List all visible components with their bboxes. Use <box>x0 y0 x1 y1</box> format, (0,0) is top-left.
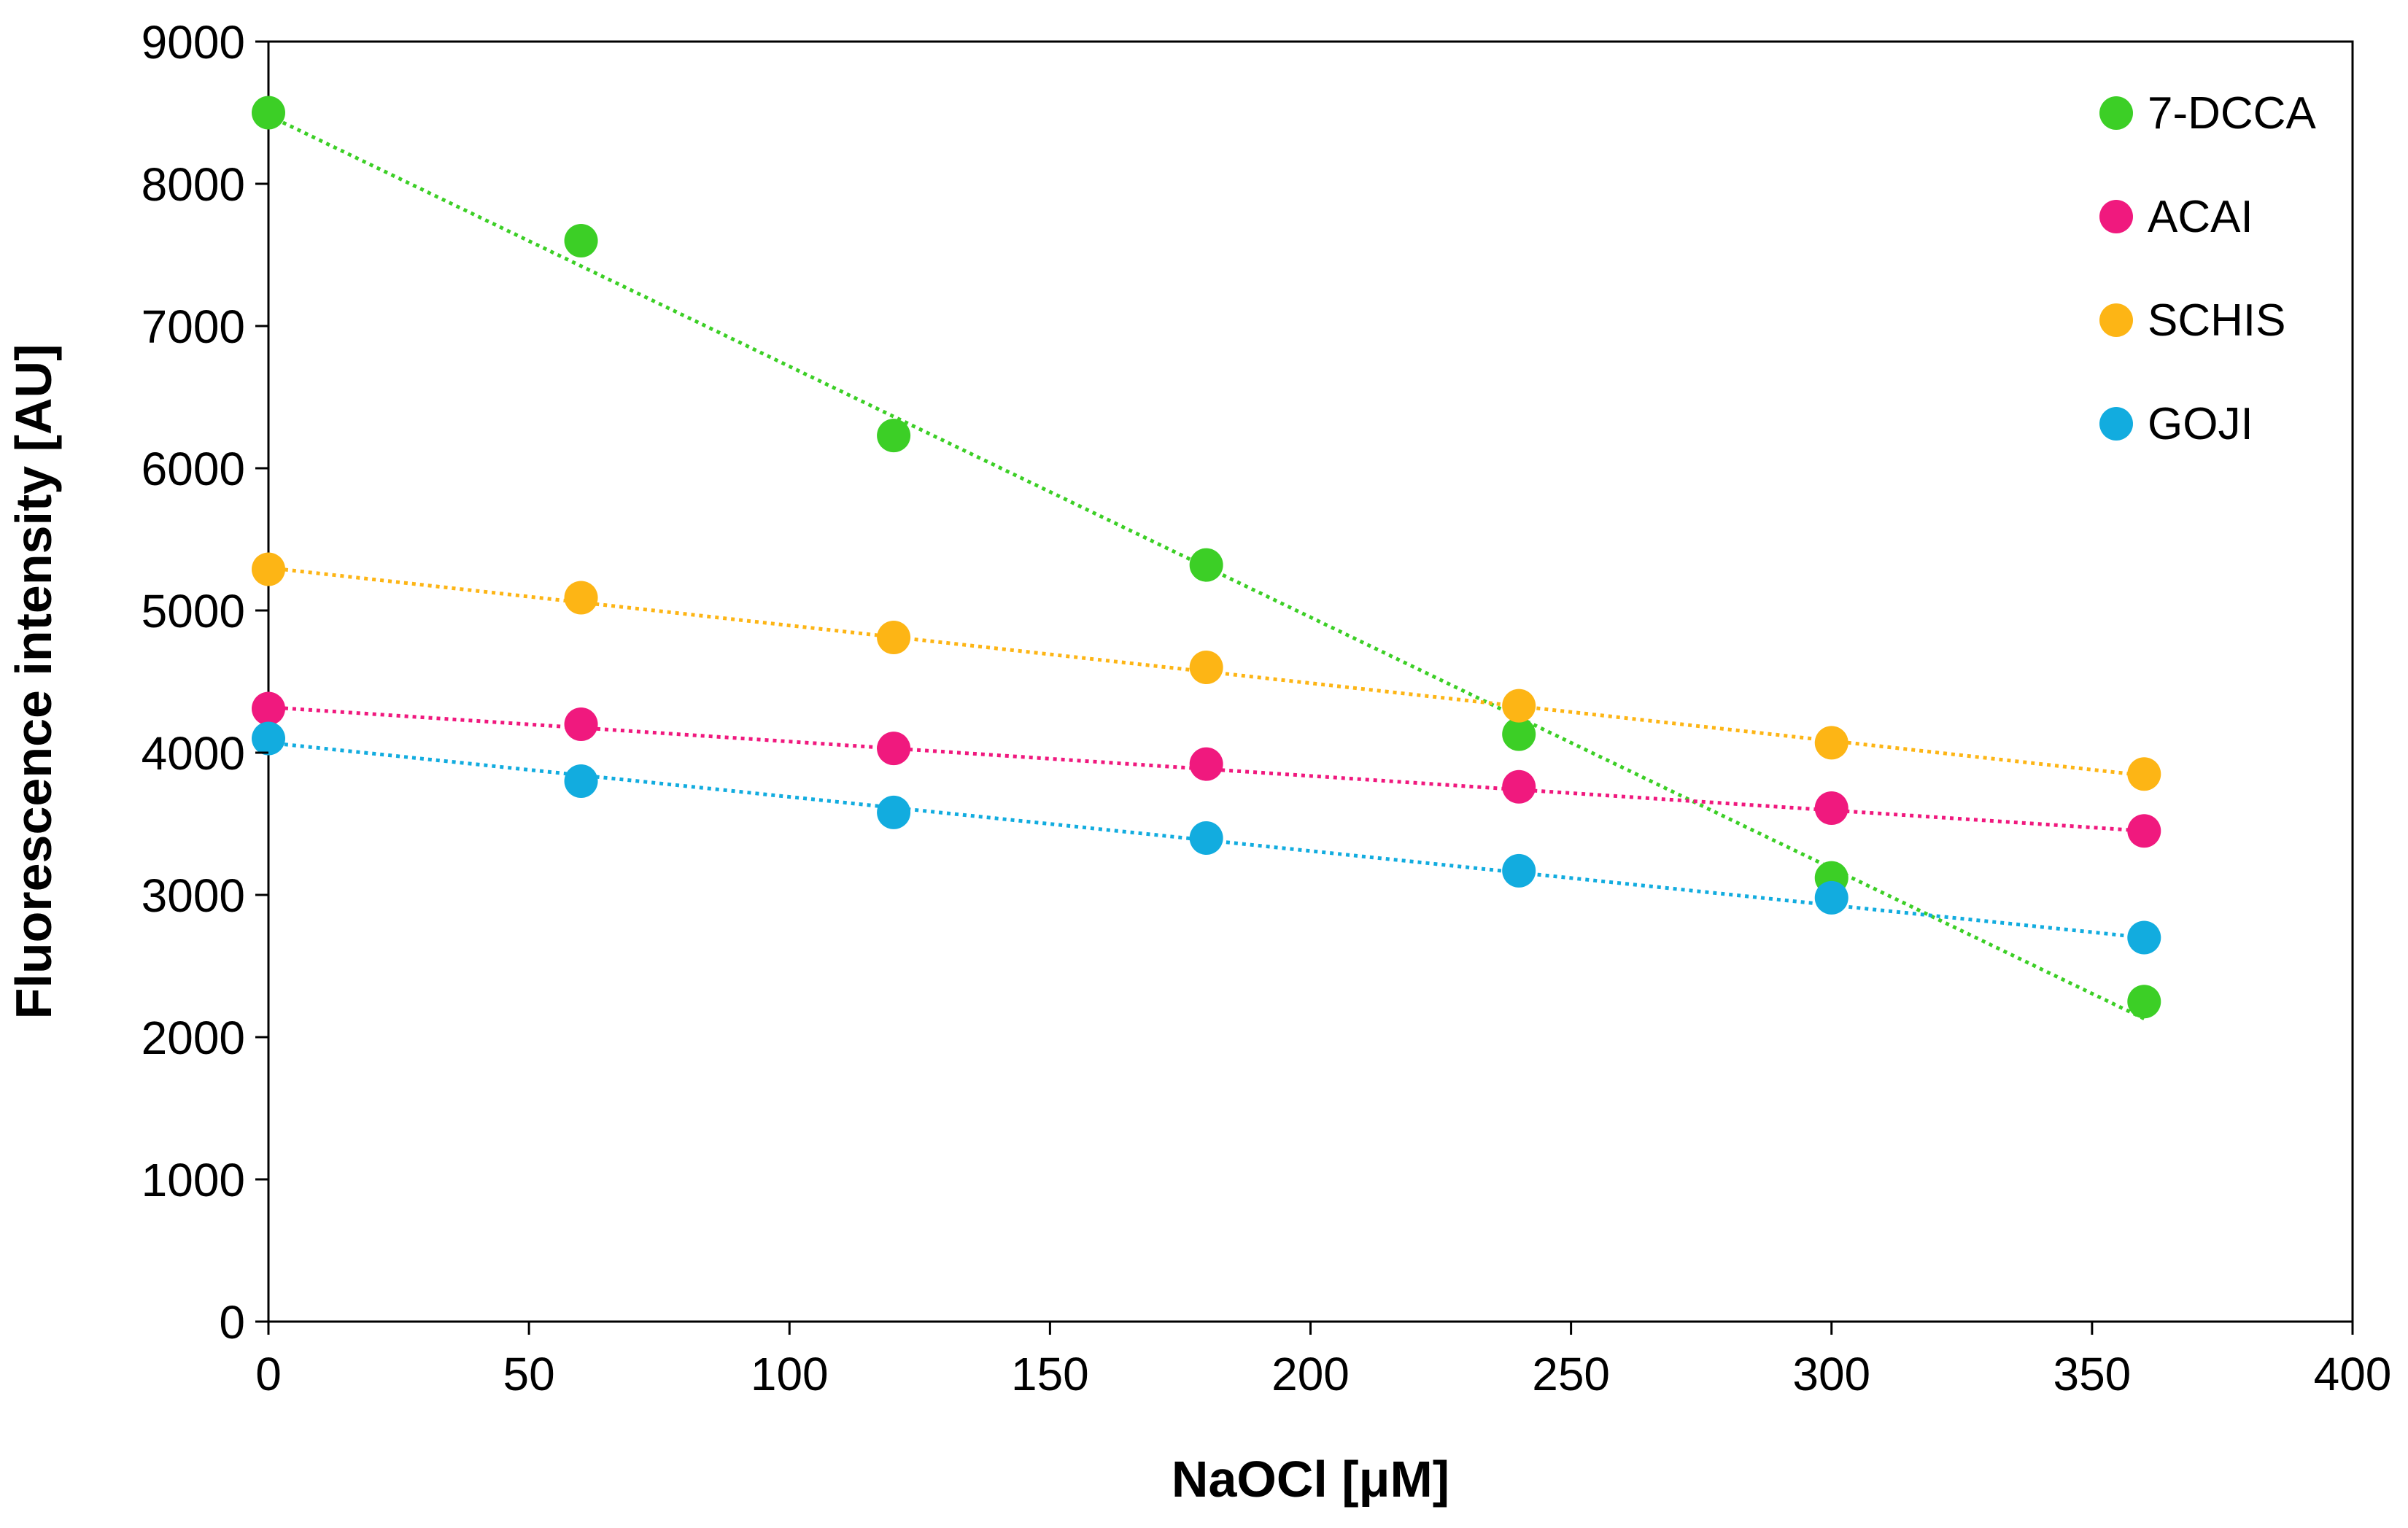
x-tick-label: 250 <box>1532 1348 1610 1400</box>
data-point-7-dcca <box>877 419 911 453</box>
x-tick-label: 50 <box>503 1348 555 1400</box>
data-point-goji <box>1189 821 1223 855</box>
legend-marker-schis <box>2099 303 2133 337</box>
y-tick-label: 4000 <box>142 727 245 780</box>
legend-label-goji: GOJI <box>2148 399 2253 449</box>
data-point-goji <box>1814 880 1848 915</box>
data-point-schis <box>877 621 911 655</box>
data-point-goji <box>564 764 598 798</box>
data-point-acai <box>564 707 598 741</box>
legend-label-schis: SCHIS <box>2148 295 2285 346</box>
legend-label-acai: ACAI <box>2148 192 2253 242</box>
data-point-acai <box>1189 747 1223 781</box>
x-axis-title: NaOCl [μM] <box>1172 1451 1449 1508</box>
x-tick-label: 0 <box>255 1348 282 1400</box>
x-tick-label: 400 <box>2314 1348 2392 1400</box>
y-tick-label: 9000 <box>142 16 245 69</box>
data-point-schis <box>252 552 285 586</box>
x-tick-label: 150 <box>1011 1348 1089 1400</box>
y-axis-title: Fluorescence intensity [AU] <box>5 344 62 1020</box>
legend-marker-acai <box>2099 200 2133 233</box>
data-point-acai <box>2127 814 2161 848</box>
data-point-7-dcca <box>1189 548 1223 582</box>
data-point-schis <box>1189 651 1223 684</box>
data-point-schis <box>1814 726 1848 760</box>
data-points <box>252 96 2161 1019</box>
data-point-schis <box>1502 689 1536 723</box>
legend: 7-DCCA ACAI SCHIS GOJI <box>2099 88 2316 449</box>
data-point-schis <box>2127 757 2161 791</box>
data-point-7-dcca <box>252 96 285 130</box>
legend-marker-goji <box>2099 407 2133 441</box>
y-tick-label: 6000 <box>142 443 245 495</box>
x-tick-label: 300 <box>1792 1348 1870 1400</box>
data-point-acai <box>1814 791 1848 826</box>
legend-label-7-dcca: 7-DCCA <box>2148 88 2316 139</box>
y-tick-label: 7000 <box>142 300 245 353</box>
data-point-goji <box>877 795 911 829</box>
x-axis-ticks: 0 50 100 150 200 250 300 350 400 <box>255 1322 2391 1400</box>
data-point-schis <box>564 581 598 615</box>
data-point-7-dcca <box>564 224 598 257</box>
data-point-goji <box>252 721 285 756</box>
y-tick-label: 3000 <box>142 869 245 922</box>
y-tick-label: 1000 <box>142 1154 245 1206</box>
x-tick-label: 200 <box>1271 1348 1350 1400</box>
x-tick-label: 100 <box>751 1348 829 1400</box>
data-point-7-dcca <box>2127 985 2161 1019</box>
y-axis-ticks: 0 1000 2000 3000 4000 5000 6000 7000 8000 9000 <box>142 16 268 1349</box>
y-tick-label: 5000 <box>142 585 245 637</box>
y-tick-label: 0 <box>219 1296 245 1349</box>
data-point-goji <box>2127 920 2161 955</box>
legend-marker-7-dcca <box>2099 96 2133 130</box>
data-point-acai <box>877 732 911 766</box>
y-tick-label: 8000 <box>142 158 245 211</box>
data-point-acai <box>1502 769 1536 804</box>
data-point-acai <box>252 691 285 726</box>
data-point-7-dcca <box>1502 717 1536 751</box>
y-tick-label: 2000 <box>142 1012 245 1064</box>
x-tick-label: 350 <box>2053 1348 2131 1400</box>
data-point-goji <box>1502 853 1536 888</box>
